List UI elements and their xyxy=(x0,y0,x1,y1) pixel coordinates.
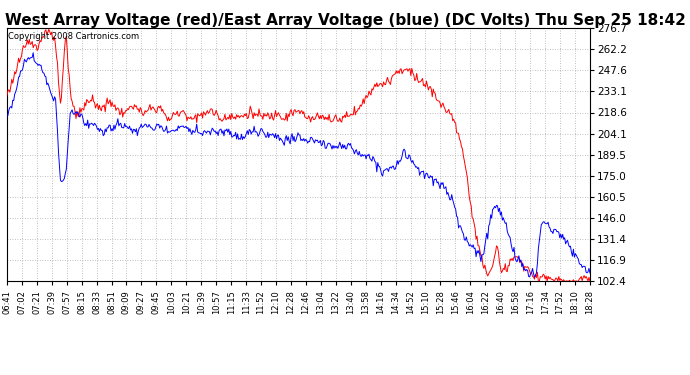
Text: West Array Voltage (red)/East Array Voltage (blue) (DC Volts) Thu Sep 25 18:42: West Array Voltage (red)/East Array Volt… xyxy=(5,13,685,28)
Text: Copyright 2008 Cartronics.com: Copyright 2008 Cartronics.com xyxy=(8,32,139,41)
